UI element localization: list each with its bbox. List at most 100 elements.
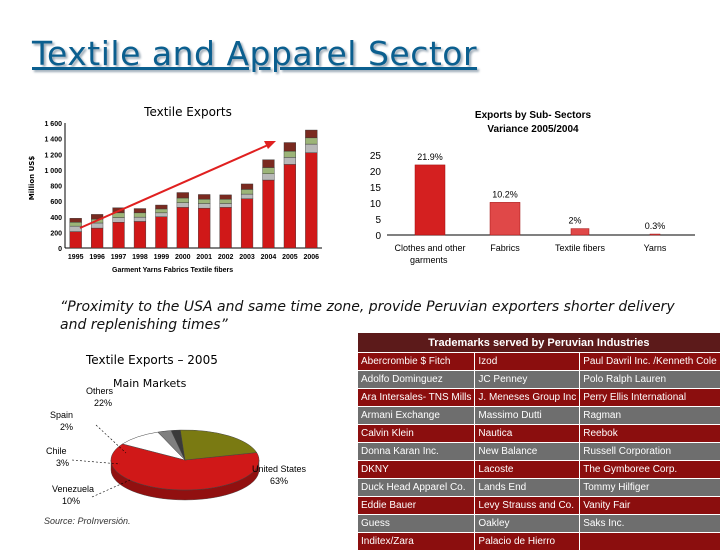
chart3-title: Textile Exports – 2005 (85, 353, 218, 367)
chart2-y-tick-label: 5 (375, 215, 381, 226)
chart1-bar-segment (198, 203, 210, 208)
chart1-x-tick-label: 1998 (132, 254, 148, 261)
chart1-bar-segment (305, 153, 317, 248)
chart1-bar-segment (70, 218, 82, 222)
pie-slice-pct: 2% (60, 422, 73, 432)
chart1-bar-segment (134, 221, 146, 248)
chart1-bar-segment (284, 157, 296, 164)
chart1-y-tick-label: 1 200 (44, 152, 62, 159)
trademark-cell: Inditex/Zara (358, 533, 475, 551)
trademark-cell: Guess (358, 515, 475, 533)
chart1-bar-segment (155, 213, 167, 217)
trademark-cell: Russell Corporation (580, 443, 720, 461)
chart1-y-tick-label: 1 000 (44, 168, 62, 175)
trademark-cell: Donna Karan Inc. (358, 443, 475, 461)
chart1-bar-segment (220, 203, 232, 207)
chart2-title-line: Variance 2005/2004 (487, 124, 579, 135)
trademark-cell: Lands End (475, 479, 580, 497)
chart1-y-tick-label: 400 (50, 215, 62, 222)
pie-slice-pct: 22% (94, 398, 112, 408)
trademark-cell: Armani Exchange (358, 407, 475, 425)
source-note: Source: ProInversión. (44, 516, 131, 526)
chart1-y-tick-label: 1 600 (44, 121, 62, 128)
pie-slice-pct: 3% (56, 458, 69, 468)
chart1-y-tick-label: 0 (58, 246, 62, 253)
chart2-data-label: 21.9% (417, 152, 443, 162)
chart1-legend: Garment Yarns Fabrics Textile fibers (112, 267, 233, 274)
chart2-y-tick-label: 20 (370, 167, 382, 178)
chart1-x-tick-label: 1999 (154, 254, 170, 261)
chart1-bar-segment (70, 222, 82, 226)
quote-text: “Proximity to the USA and same time zone… (60, 298, 680, 334)
chart2-bar (490, 202, 520, 235)
trademark-cell: Izod (475, 353, 580, 371)
chart1-bar-segment (91, 228, 103, 248)
chart1-bar-segment (177, 193, 189, 198)
trademark-cell (580, 533, 720, 551)
chart2-y-tick-label: 0 (375, 231, 381, 242)
chart2-x-tick-label: Textile fibers (555, 243, 606, 253)
chart1-bar-segment (134, 217, 146, 221)
chart1-bar-segment (177, 198, 189, 203)
chart1-x-tick-label: 1997 (111, 254, 127, 261)
trademark-cell: Perry Ellis International (580, 389, 720, 407)
chart1-bar-segment (220, 199, 232, 203)
chart1-bar-segment (263, 168, 275, 174)
chart1-x-tick-label: 2005 (282, 254, 298, 261)
pie-slice-label: Spain (50, 410, 73, 420)
chart1-bar-segment (70, 232, 82, 248)
trademark-cell: Nautica (475, 425, 580, 443)
chart1-bar-segment (241, 184, 253, 189)
chart2-data-label: 0.3% (645, 221, 666, 231)
trademark-cell: DKNY (358, 461, 475, 479)
chart1-bar-segment (177, 207, 189, 248)
pie-slice-label: Others (86, 386, 114, 396)
chart1-bar-segment (198, 194, 210, 199)
chart1-x-tick-label: 2002 (218, 254, 234, 261)
trademark-cell: Palacio de Hierro (475, 533, 580, 551)
chart1-bar-segment (305, 144, 317, 153)
chart2-x-tick-label: Fabrics (490, 243, 520, 253)
chart1-bar-segment (70, 226, 82, 231)
chart1-bar-segment (305, 138, 317, 144)
chart2-bar (571, 229, 589, 235)
trademark-cell: Vanity Fair (580, 497, 720, 515)
chart1-bar-segment (241, 194, 253, 199)
chart3-subtitle: Main Markets (113, 377, 187, 390)
chart1-bar-segment (220, 195, 232, 199)
chart1-bar-segment (220, 207, 232, 248)
trademark-cell: Paul Davril Inc. /Kenneth Cole (580, 353, 720, 371)
trademark-cell: Levy Strauss and Co. (475, 497, 580, 515)
chart1-title: Textile Exports (143, 105, 232, 119)
trademarks-table-title: Trademarks served by Peruvian Industries (358, 333, 720, 353)
trademark-cell: JC Penney (475, 371, 580, 389)
chart1-bar-segment (155, 217, 167, 248)
pie-slice-pct: 10% (62, 496, 80, 506)
chart1-x-tick-label: 2000 (175, 254, 191, 261)
pie-slice-label: Chile (46, 446, 67, 456)
chart1-bar-segment (263, 160, 275, 168)
chart1-bar-segment (155, 205, 167, 209)
chart2-x-tick-label: Clothes and other (394, 243, 465, 253)
chart2-data-label: 10.2% (492, 189, 518, 199)
chart1-bar-segment (134, 213, 146, 217)
chart1-y-tick-label: 1 400 (44, 137, 62, 144)
pie-slice-label: United States (252, 464, 307, 474)
chart2-bar (415, 165, 445, 235)
chart1-bar-segment (284, 164, 296, 248)
chart1-bar-segment (284, 143, 296, 152)
chart1-bar-segment (198, 208, 210, 248)
chart1-bar-segment (241, 199, 253, 248)
chart1-y-tick-label: 600 (50, 199, 62, 206)
